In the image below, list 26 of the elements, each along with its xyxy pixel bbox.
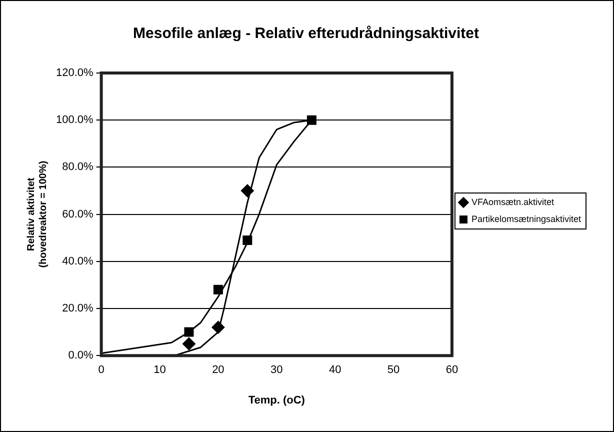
y-tick-label: 120.0% <box>56 67 94 80</box>
y-tick-label: 100.0% <box>56 114 94 126</box>
point <box>242 235 252 245</box>
x-tick-label: 30 <box>270 364 283 376</box>
x-tick-label: 10 <box>154 364 166 376</box>
x-tick-label: 40 <box>328 364 342 376</box>
x-tick-label: 50 <box>387 364 400 376</box>
x-tick-label: 20 <box>212 364 224 376</box>
x-tick-label: 0 <box>98 364 104 376</box>
y-axis-title: Relativ aktivitet (hovedreaktor = 100%) <box>26 160 49 268</box>
y-tick-label: 40.0% <box>62 255 94 268</box>
point <box>306 115 316 125</box>
legend-label: VFAomsætn.aktivitet <box>471 196 554 207</box>
point <box>182 337 196 350</box>
x-tick-label: 60 <box>446 364 458 376</box>
y-tick-label: 60.0% <box>62 208 94 220</box>
x-axis-title: Temp. (oC) <box>248 394 306 406</box>
point <box>184 327 194 337</box>
point <box>213 284 223 294</box>
y-tick-label: 0.0% <box>68 350 94 362</box>
point <box>212 320 225 334</box>
y-tick-label: 80.0% <box>62 161 94 174</box>
legend-label: Partikelomsætningsaktivitet <box>471 214 582 224</box>
point <box>240 184 254 198</box>
y-tick-label: 20.0% <box>62 302 94 315</box>
chart-title: Mesofile anlæg - Relativ efterudrådningsaktivitet <box>133 25 479 42</box>
